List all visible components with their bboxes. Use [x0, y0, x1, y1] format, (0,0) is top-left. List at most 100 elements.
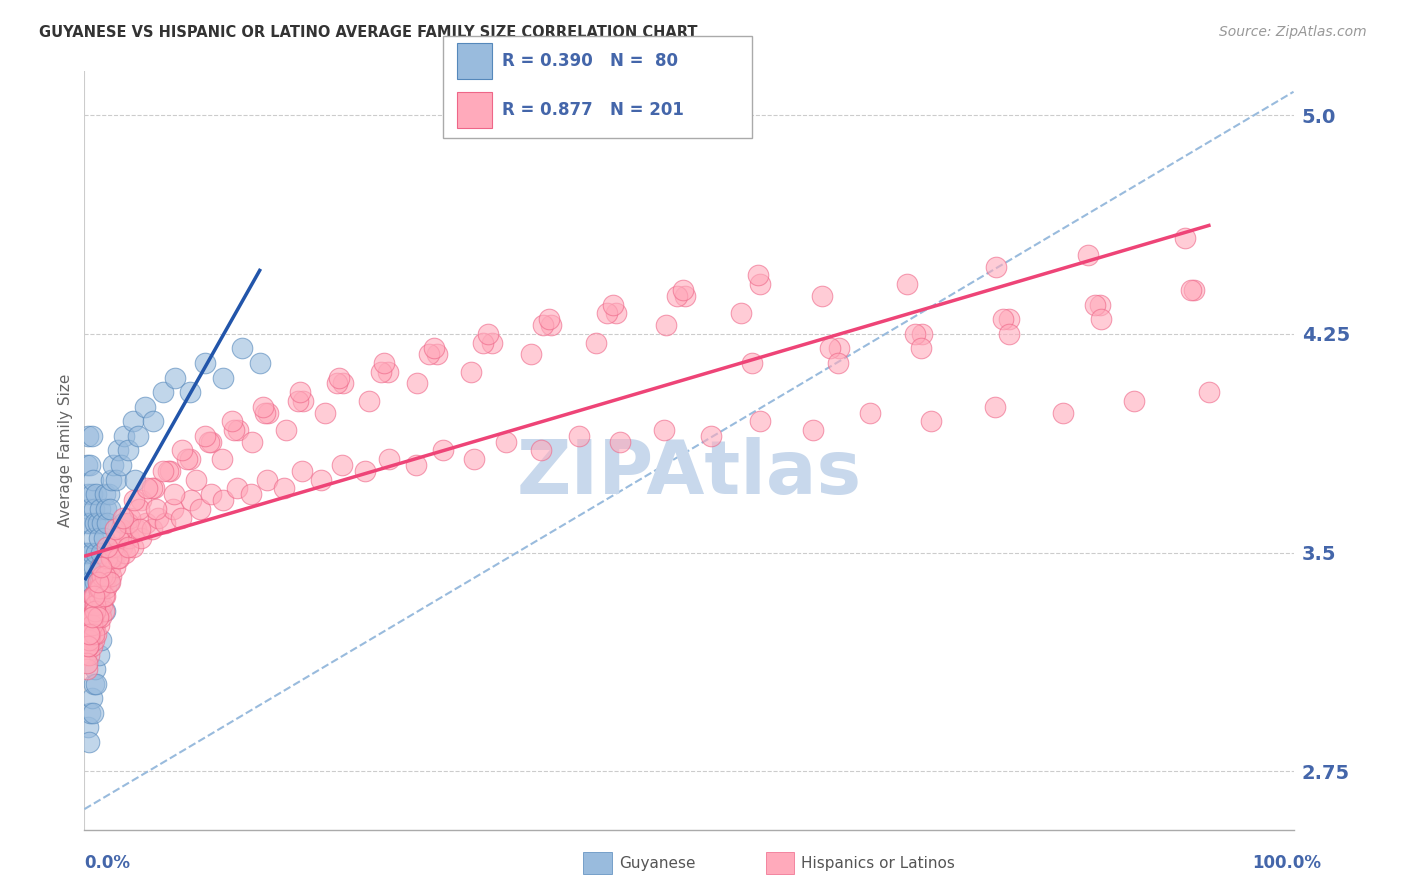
Point: [91, 598, 114, 612]
Point: [165, 370, 187, 384]
Point: [84, 516, 107, 531]
Point: [152, 385, 174, 400]
Point: [91, 569, 114, 583]
Point: [749, 277, 772, 292]
Point: [121, 414, 143, 428]
Point: [155, 516, 177, 531]
Point: [80, 487, 103, 501]
Point: [332, 376, 354, 391]
Point: [91, 574, 114, 589]
Point: [143, 482, 166, 496]
Point: [80, 691, 103, 706]
Point: [77, 648, 100, 662]
Point: [172, 443, 194, 458]
Point: [673, 289, 696, 303]
Point: [82, 618, 104, 632]
Point: [80, 618, 103, 632]
Point: [112, 516, 135, 531]
Point: [86, 604, 108, 618]
Text: 0.0%: 0.0%: [84, 855, 131, 872]
Point: [89, 501, 111, 516]
Point: [77, 735, 100, 749]
Point: [80, 429, 103, 443]
Point: [83, 589, 105, 603]
Point: [103, 458, 125, 472]
Point: [77, 609, 100, 624]
Point: [141, 522, 163, 536]
Point: [803, 423, 825, 437]
Point: [98, 574, 121, 589]
Point: [426, 347, 449, 361]
Point: [330, 458, 353, 472]
Point: [114, 545, 136, 559]
Point: [90, 545, 112, 559]
Point: [224, 423, 246, 437]
Point: [76, 574, 98, 589]
Point: [104, 522, 127, 536]
Point: [75, 648, 97, 662]
Point: [79, 598, 101, 612]
Point: [311, 473, 333, 487]
Point: [225, 482, 247, 496]
Point: [602, 298, 624, 312]
Point: [287, 393, 309, 408]
Point: [82, 589, 104, 603]
Point: [101, 551, 124, 566]
Point: [94, 589, 117, 603]
Point: [162, 501, 184, 516]
Point: [97, 487, 120, 501]
Point: [226, 423, 249, 437]
Point: [91, 569, 114, 583]
Point: [1052, 406, 1074, 420]
Point: [79, 627, 101, 641]
Point: [568, 429, 591, 443]
Point: [370, 365, 392, 379]
Text: R = 0.877   N = 201: R = 0.877 N = 201: [502, 101, 683, 120]
Point: [77, 627, 100, 641]
Point: [86, 627, 108, 641]
Point: [827, 356, 849, 370]
Point: [1182, 283, 1205, 297]
Point: [1180, 283, 1202, 297]
Text: Guyanese: Guyanese: [619, 855, 695, 871]
Point: [79, 633, 101, 648]
Point: [184, 473, 207, 487]
Point: [104, 560, 127, 574]
Point: [998, 312, 1021, 326]
Point: [94, 581, 117, 595]
Point: [77, 560, 100, 574]
Point: [231, 342, 253, 356]
Point: [128, 501, 150, 516]
Point: [211, 452, 233, 467]
Point: [1090, 312, 1112, 326]
Point: [828, 342, 851, 356]
Point: [288, 385, 311, 400]
Point: [87, 531, 110, 545]
Point: [477, 326, 499, 341]
Point: [326, 376, 349, 391]
Point: [405, 458, 427, 472]
Point: [357, 393, 380, 408]
Point: [249, 356, 271, 370]
Point: [242, 434, 264, 449]
Point: [212, 493, 235, 508]
Point: [84, 574, 107, 589]
Point: [87, 589, 110, 603]
Point: [253, 406, 276, 420]
Point: [406, 376, 429, 391]
Point: [110, 458, 132, 472]
Point: [134, 400, 156, 414]
Point: [86, 609, 108, 624]
Point: [179, 385, 201, 400]
Point: [136, 482, 159, 496]
Point: [89, 604, 111, 618]
Point: [103, 540, 125, 554]
Point: [80, 609, 103, 624]
Point: [94, 501, 117, 516]
Point: [159, 464, 181, 478]
Point: [84, 589, 107, 603]
Point: [84, 618, 107, 632]
Point: [252, 400, 274, 414]
Point: [87, 581, 110, 595]
Point: [77, 545, 100, 559]
